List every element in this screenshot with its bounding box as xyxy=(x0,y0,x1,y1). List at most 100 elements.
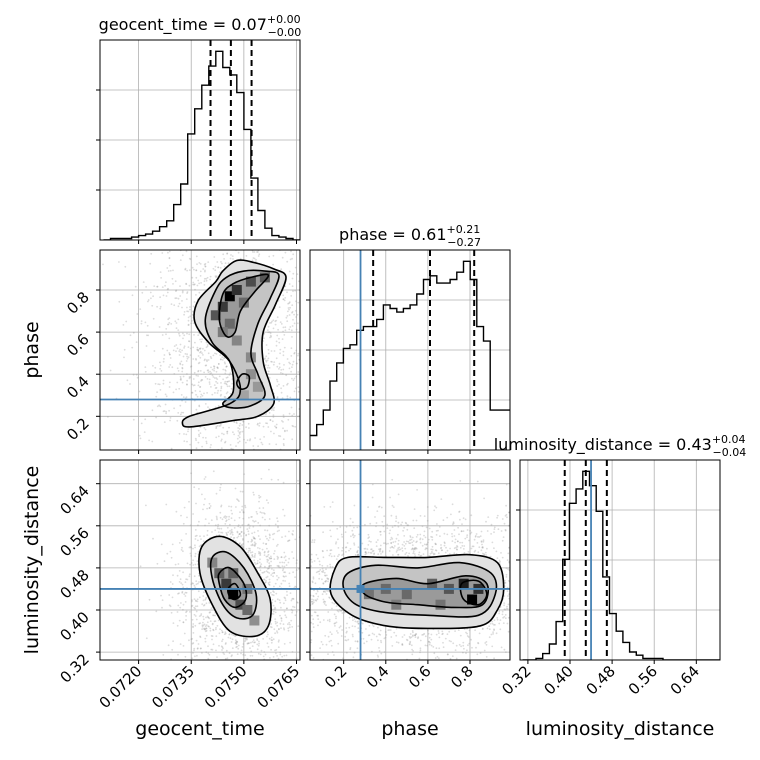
scatter-point xyxy=(506,622,509,625)
scatter-point xyxy=(412,540,415,542)
scatter-point xyxy=(365,552,368,555)
scatter-point xyxy=(208,408,211,410)
scatter-point xyxy=(155,395,158,398)
scatter-point xyxy=(330,644,333,647)
scatter-point xyxy=(191,391,193,394)
scatter-point xyxy=(164,403,167,406)
scatter-point xyxy=(286,291,288,294)
scatter-point xyxy=(247,523,250,526)
scatter-point xyxy=(249,547,251,550)
scatter-point xyxy=(232,634,235,637)
scatter-point xyxy=(344,531,347,533)
scatter-point xyxy=(186,516,188,519)
scatter-point xyxy=(481,628,484,630)
scatter-point xyxy=(195,269,198,272)
scatter-point xyxy=(296,601,299,604)
scatter-point xyxy=(224,372,227,375)
scatter-point xyxy=(239,431,242,433)
scatter-point xyxy=(190,546,193,549)
panel-frame xyxy=(99,459,301,661)
scatter-point xyxy=(265,555,268,558)
scatter-point xyxy=(329,552,332,555)
scatter-point xyxy=(247,551,250,554)
scatter-point xyxy=(448,630,451,633)
scatter-point xyxy=(477,536,479,538)
scatter-point xyxy=(267,553,270,556)
scatter-point xyxy=(459,634,462,637)
scatter-point xyxy=(197,441,200,444)
scatter-point xyxy=(196,647,199,649)
scatter-point xyxy=(199,348,202,350)
scatter-point xyxy=(193,584,196,587)
scatter-point xyxy=(187,324,190,326)
scatter-point xyxy=(406,524,409,527)
scatter-point xyxy=(411,630,414,632)
scatter-point xyxy=(217,367,219,369)
scatter-point xyxy=(494,624,496,626)
scatter-point xyxy=(322,556,325,559)
scatter-point xyxy=(405,638,408,641)
scatter-point xyxy=(217,363,220,365)
scatter-point xyxy=(266,558,269,561)
scatter-point xyxy=(197,643,200,645)
scatter-point xyxy=(254,553,257,555)
scatter-point xyxy=(241,490,244,493)
scatter-point xyxy=(282,421,284,423)
scatter-point xyxy=(177,329,180,331)
scatter-point xyxy=(297,371,300,373)
scatter-point xyxy=(289,326,292,328)
scatter-point xyxy=(239,257,242,260)
scatter-point xyxy=(349,517,352,520)
scatter-point xyxy=(286,320,289,323)
scatter-point xyxy=(294,387,297,390)
scatter-point xyxy=(290,250,292,253)
scatter-point xyxy=(328,620,331,623)
scatter-point xyxy=(165,328,168,330)
scatter-point xyxy=(276,578,279,581)
scatter-point xyxy=(196,654,198,657)
scatter-point xyxy=(168,257,171,260)
scatter-point xyxy=(270,623,272,625)
scatter-point xyxy=(500,530,503,532)
scatter-point xyxy=(338,626,341,629)
scatter-point xyxy=(391,538,394,540)
scatter-point xyxy=(221,262,223,265)
scatter-point xyxy=(182,355,185,358)
scatter-point xyxy=(189,306,191,308)
scatter-point xyxy=(284,599,287,602)
scatter-point xyxy=(277,526,279,529)
scatter-point xyxy=(192,513,195,515)
scatter-point xyxy=(477,642,479,644)
scatter-point xyxy=(352,656,355,659)
scatter-point xyxy=(443,532,446,535)
scatter-point xyxy=(329,565,332,568)
scatter-point xyxy=(295,657,298,660)
scatter-point xyxy=(295,300,297,303)
scatter-point xyxy=(280,606,282,609)
scatter-point xyxy=(197,551,200,553)
scatter-point xyxy=(365,551,367,554)
scatter-point xyxy=(250,516,253,518)
scatter-point xyxy=(186,332,188,335)
scatter-point xyxy=(171,543,174,546)
scatter-point xyxy=(258,640,260,643)
scatter-point xyxy=(268,468,270,471)
scatter-point xyxy=(273,585,275,588)
scatter-point xyxy=(412,634,414,637)
scatter-point xyxy=(183,334,186,337)
scatter-point xyxy=(481,552,484,555)
scatter-point xyxy=(181,583,184,586)
scatter-point xyxy=(395,641,398,643)
scatter-point xyxy=(191,637,194,640)
scatter-point xyxy=(451,535,454,538)
scatter-point xyxy=(477,551,480,554)
scatter-point xyxy=(131,294,134,297)
scatter-point xyxy=(268,443,271,445)
scatter-point xyxy=(267,372,269,375)
scatter-point xyxy=(276,543,279,546)
scatter-point xyxy=(272,414,275,417)
scatter-point xyxy=(193,334,195,336)
scatter-point xyxy=(182,550,184,553)
scatter-point xyxy=(279,566,281,569)
scatter-point xyxy=(207,261,210,263)
